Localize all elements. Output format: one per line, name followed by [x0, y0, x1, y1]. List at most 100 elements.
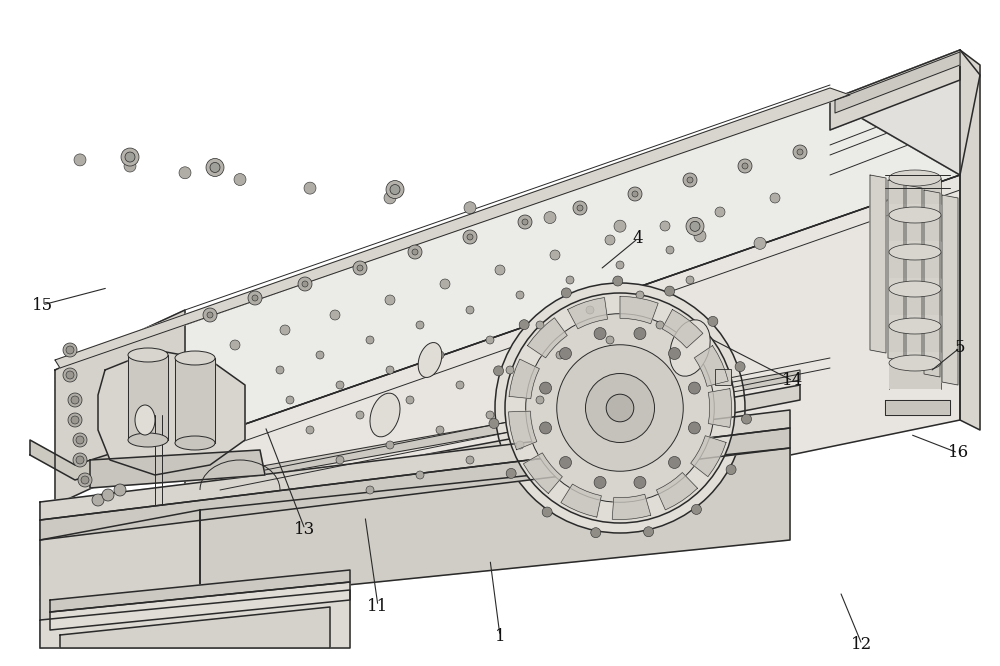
Polygon shape	[835, 52, 960, 113]
Circle shape	[385, 295, 395, 305]
Circle shape	[506, 468, 516, 478]
Text: 12: 12	[851, 636, 873, 653]
Polygon shape	[215, 370, 800, 490]
Circle shape	[606, 394, 634, 422]
Circle shape	[519, 320, 529, 330]
Circle shape	[306, 426, 314, 434]
Circle shape	[124, 160, 136, 172]
Polygon shape	[50, 570, 350, 612]
Circle shape	[754, 237, 766, 249]
Circle shape	[516, 441, 524, 449]
Circle shape	[440, 279, 450, 289]
Polygon shape	[694, 346, 728, 386]
Circle shape	[302, 281, 308, 287]
Circle shape	[230, 340, 240, 350]
Polygon shape	[128, 355, 168, 440]
Bar	[889, 178, 941, 204]
Polygon shape	[523, 453, 562, 494]
Circle shape	[797, 149, 803, 155]
Circle shape	[606, 336, 614, 344]
Circle shape	[742, 163, 748, 169]
Circle shape	[366, 336, 374, 344]
Circle shape	[179, 166, 191, 178]
Text: 1: 1	[495, 627, 505, 645]
Circle shape	[463, 230, 477, 244]
Circle shape	[298, 277, 312, 291]
Circle shape	[384, 192, 396, 204]
Circle shape	[605, 235, 615, 245]
Circle shape	[406, 396, 414, 404]
Circle shape	[690, 221, 700, 231]
Circle shape	[793, 145, 807, 159]
Circle shape	[628, 187, 642, 201]
Circle shape	[594, 328, 606, 340]
Ellipse shape	[889, 244, 941, 260]
Text: 4: 4	[633, 230, 643, 247]
Circle shape	[125, 152, 135, 162]
Ellipse shape	[670, 320, 710, 376]
Polygon shape	[210, 385, 800, 518]
Circle shape	[66, 346, 74, 354]
Circle shape	[386, 441, 394, 449]
Circle shape	[691, 504, 701, 514]
Circle shape	[561, 288, 571, 298]
Circle shape	[203, 308, 217, 322]
Polygon shape	[40, 410, 790, 520]
Circle shape	[68, 413, 82, 427]
Polygon shape	[185, 175, 960, 580]
Circle shape	[536, 396, 544, 404]
Circle shape	[330, 310, 340, 320]
Circle shape	[586, 306, 594, 314]
Circle shape	[636, 291, 644, 299]
Circle shape	[735, 362, 745, 372]
Ellipse shape	[889, 170, 941, 186]
Polygon shape	[40, 590, 350, 648]
Circle shape	[614, 220, 626, 232]
Circle shape	[234, 174, 246, 186]
Circle shape	[316, 351, 324, 359]
Circle shape	[550, 250, 560, 260]
Polygon shape	[528, 318, 567, 358]
Circle shape	[486, 411, 494, 419]
Circle shape	[594, 476, 606, 488]
Circle shape	[252, 295, 258, 301]
Circle shape	[666, 246, 674, 254]
Circle shape	[495, 265, 505, 275]
Circle shape	[566, 276, 574, 284]
Ellipse shape	[175, 351, 215, 365]
Circle shape	[63, 343, 77, 357]
Circle shape	[573, 201, 587, 215]
Ellipse shape	[889, 355, 941, 371]
Circle shape	[688, 382, 700, 394]
Circle shape	[557, 345, 683, 472]
Circle shape	[121, 148, 139, 166]
Circle shape	[63, 368, 77, 382]
Circle shape	[665, 286, 675, 296]
Polygon shape	[830, 50, 980, 175]
Circle shape	[280, 325, 290, 335]
Circle shape	[206, 159, 224, 176]
Circle shape	[73, 433, 87, 447]
Ellipse shape	[175, 436, 215, 450]
Circle shape	[412, 249, 418, 255]
Circle shape	[92, 494, 104, 506]
Circle shape	[540, 382, 552, 394]
Polygon shape	[612, 494, 651, 519]
Circle shape	[644, 527, 654, 537]
Circle shape	[73, 453, 87, 467]
Circle shape	[71, 416, 79, 424]
Circle shape	[660, 221, 670, 231]
Circle shape	[408, 245, 422, 259]
Circle shape	[536, 321, 544, 329]
Polygon shape	[561, 484, 601, 517]
Polygon shape	[40, 428, 790, 540]
Circle shape	[560, 348, 572, 360]
Polygon shape	[656, 472, 697, 510]
Polygon shape	[200, 448, 790, 600]
Ellipse shape	[418, 342, 442, 378]
Circle shape	[668, 456, 680, 468]
Bar	[715, 369, 731, 385]
Polygon shape	[924, 190, 940, 377]
Circle shape	[577, 205, 583, 211]
Circle shape	[76, 456, 84, 464]
